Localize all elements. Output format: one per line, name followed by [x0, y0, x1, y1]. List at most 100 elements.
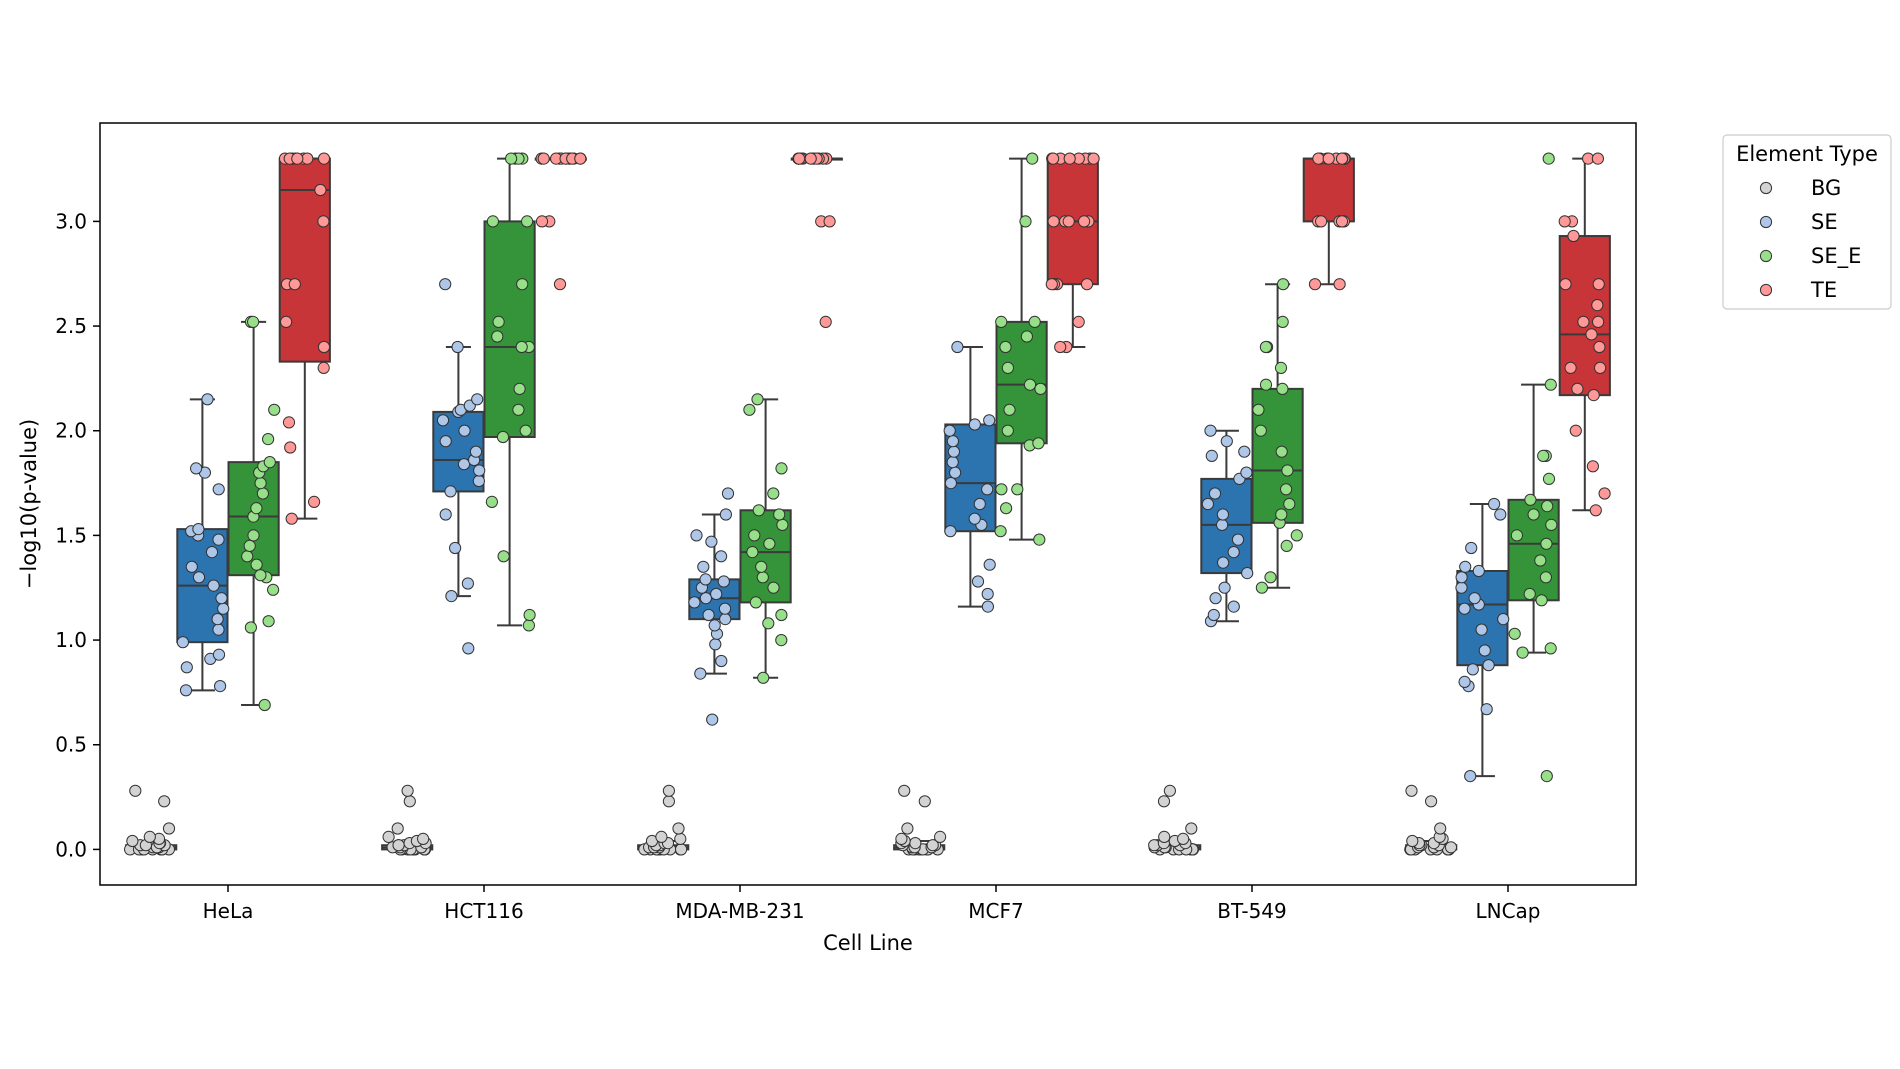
data-point — [662, 795, 676, 808]
data-point — [1026, 152, 1039, 165]
data-point — [449, 541, 462, 555]
data-point — [505, 152, 518, 165]
data-point — [1564, 361, 1577, 374]
data-point — [1259, 378, 1273, 391]
data-point — [1524, 493, 1537, 506]
data-point — [1472, 564, 1485, 578]
data-point — [1482, 659, 1495, 672]
data-point — [258, 698, 271, 712]
data-point — [254, 569, 267, 582]
data-point — [1516, 646, 1529, 659]
data-point — [212, 648, 226, 661]
data-point — [1227, 546, 1240, 559]
data-point — [521, 215, 534, 228]
data-point — [436, 414, 450, 427]
data-point — [755, 560, 768, 573]
data-point — [1252, 403, 1265, 416]
data-point — [983, 558, 996, 571]
data-point — [1523, 587, 1536, 601]
data-point — [247, 529, 260, 542]
data-point — [1001, 361, 1015, 374]
data-point — [973, 497, 986, 511]
data-point — [516, 278, 529, 291]
data-point — [1434, 822, 1447, 835]
data-point — [672, 822, 685, 835]
data-point — [211, 613, 224, 626]
y-tick-label: 1.0 — [55, 628, 87, 652]
data-point — [491, 330, 504, 343]
data-point — [748, 529, 761, 542]
data-point — [1406, 834, 1419, 848]
data-point — [1540, 770, 1553, 783]
data-point — [767, 487, 780, 500]
data-point — [751, 393, 764, 406]
data-point — [317, 361, 330, 374]
data-point — [1275, 508, 1288, 521]
data-point — [909, 837, 922, 850]
data-point — [1585, 328, 1598, 341]
y-axis-label: −log10(p-value) — [17, 419, 41, 589]
data-point — [981, 600, 995, 613]
data-point — [158, 795, 171, 808]
data-point — [1255, 581, 1269, 594]
data-point — [1559, 278, 1572, 291]
data-point — [1209, 592, 1222, 605]
data-point — [1537, 449, 1550, 462]
data-point — [688, 596, 701, 609]
data-point — [1545, 518, 1558, 532]
data-point — [1540, 537, 1553, 550]
data-point — [1459, 560, 1472, 573]
data-point — [176, 636, 189, 649]
data-point — [314, 183, 327, 197]
data-point — [1280, 483, 1293, 496]
data-point — [439, 508, 452, 521]
x-axis-label: Cell Line — [823, 931, 913, 955]
data-point — [767, 581, 780, 594]
data-point — [1238, 445, 1251, 458]
data-point — [129, 784, 142, 797]
data-point — [391, 822, 404, 835]
data-point — [715, 550, 728, 563]
data-point — [1542, 472, 1556, 485]
data-point — [185, 560, 198, 573]
data-point — [1019, 215, 1032, 228]
box-te-lncap — [1558, 157, 1611, 512]
data-point — [126, 834, 139, 848]
legend-entry-se: SE — [1759, 210, 1838, 234]
data-point — [756, 571, 769, 584]
data-point — [743, 403, 756, 416]
data-point — [1205, 449, 1218, 462]
data-point — [553, 278, 567, 291]
data-point — [971, 575, 985, 588]
data-point — [776, 518, 789, 532]
data-point — [721, 487, 735, 500]
data-point — [804, 152, 817, 165]
data-point — [1283, 497, 1296, 511]
data-point — [382, 830, 395, 844]
data-point — [1208, 487, 1222, 500]
data-point — [212, 533, 225, 546]
data-point — [288, 278, 301, 291]
legend: Element Type BG SE SE_E TE — [1722, 134, 1892, 310]
data-point — [918, 795, 931, 808]
legend-entries: BG SE SE_E TE — [1759, 176, 1861, 302]
data-point — [439, 278, 452, 291]
data-point — [1080, 278, 1094, 291]
data-point — [951, 340, 964, 354]
data-point — [1468, 592, 1481, 605]
x-tick-label: MCF7 — [968, 899, 1023, 923]
data-point — [1488, 497, 1501, 511]
data-point — [1276, 315, 1289, 328]
data-point — [1589, 504, 1602, 517]
data-point — [1216, 518, 1229, 532]
data-point — [946, 435, 960, 448]
data-point — [1308, 278, 1322, 291]
data-point — [263, 456, 276, 469]
data-point — [250, 558, 263, 571]
data-point — [214, 680, 227, 693]
y-tick-label: 0.0 — [55, 837, 87, 861]
data-point — [1571, 382, 1584, 395]
data-point — [244, 621, 257, 634]
data-point — [718, 602, 732, 615]
data-point — [1281, 464, 1294, 477]
